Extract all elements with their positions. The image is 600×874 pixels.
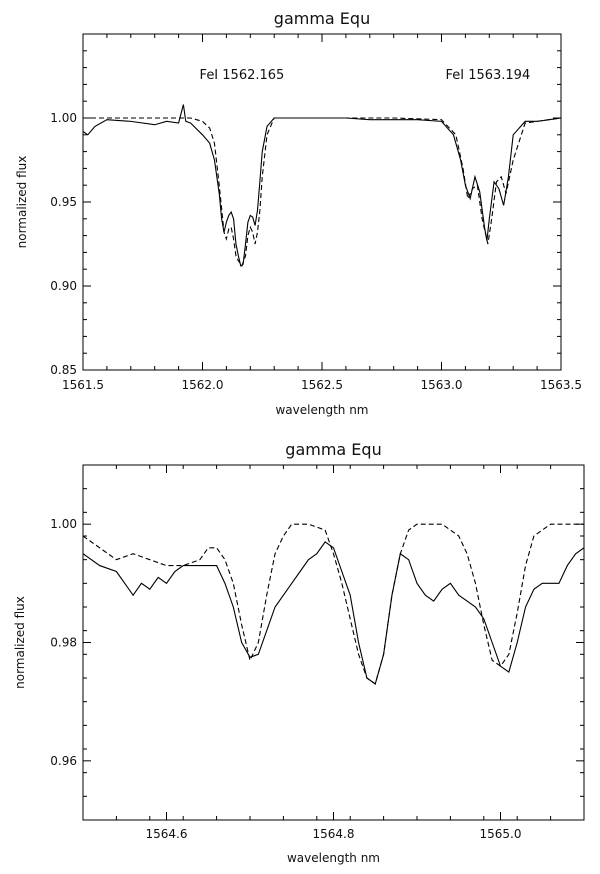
y-tick-label: 1.00 bbox=[50, 517, 77, 531]
y-tick-label: 0.98 bbox=[50, 636, 77, 650]
x-tick-label: 1561.5 bbox=[62, 378, 104, 392]
x-tick-label: 1562.0 bbox=[182, 378, 224, 392]
x-tick-label: 1565.0 bbox=[480, 827, 522, 841]
series-line-solid bbox=[83, 104, 561, 267]
x-tick-label: 1563.0 bbox=[421, 378, 463, 392]
chart-panel-1: gamma Equ wavelength nm normalized flux 156… bbox=[15, 9, 582, 417]
x-axis-label: wavelength nm bbox=[287, 851, 380, 865]
chart-title: gamma Equ bbox=[274, 9, 370, 28]
x-tick-label: 1563.5 bbox=[540, 378, 582, 392]
y-axis-label: normalized flux bbox=[15, 156, 29, 249]
series-line-solid bbox=[83, 541, 584, 685]
plot-frame bbox=[82, 464, 585, 821]
plot-frame bbox=[82, 33, 562, 371]
x-tick-label: 1562.5 bbox=[301, 378, 343, 392]
y-tick-label: 0.85 bbox=[50, 363, 77, 377]
series-line-dashed bbox=[83, 523, 584, 685]
chart-title: gamma Equ bbox=[285, 440, 381, 459]
x-tick-label: 1564.8 bbox=[313, 827, 355, 841]
x-axis-label: wavelength nm bbox=[275, 403, 368, 417]
y-tick-label: 0.90 bbox=[50, 279, 77, 293]
line-annotation: FeI 1563.194 bbox=[445, 68, 530, 83]
y-axis-label: normalized flux bbox=[13, 596, 27, 689]
line-annotation: FeI 1562.165 bbox=[200, 68, 285, 83]
y-tick-label: 0.96 bbox=[50, 754, 77, 768]
y-tick-label: 1.00 bbox=[50, 111, 77, 125]
chart-panel-2: gamma Equ wavelength nm normalized flux 156… bbox=[13, 440, 585, 865]
y-tick-label: 0.95 bbox=[50, 195, 77, 209]
series-line-dashed bbox=[83, 117, 561, 268]
x-tick-label: 1564.6 bbox=[146, 827, 188, 841]
